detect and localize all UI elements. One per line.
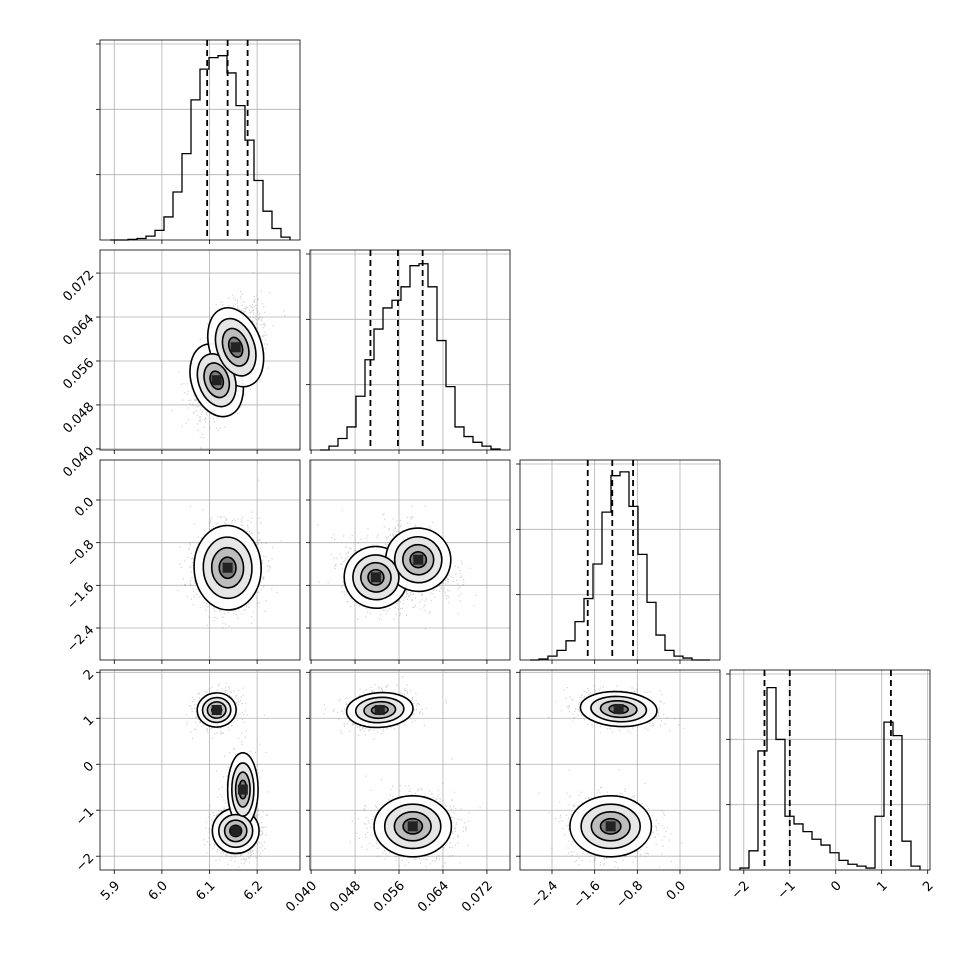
panel-frame bbox=[99, 669, 301, 871]
y-tick-label: 2 bbox=[81, 667, 97, 683]
x-tick-label: −2.4 bbox=[528, 878, 561, 911]
panel-frame bbox=[519, 459, 721, 661]
x-tick-label: 2 bbox=[920, 878, 936, 894]
x-tick-label: 6.1 bbox=[193, 878, 218, 903]
y-tick-label: 0 bbox=[81, 759, 97, 775]
x-tick-label: −0.8 bbox=[613, 878, 646, 911]
histogram-steps bbox=[530, 471, 710, 661]
x-tick-label: 0.040 bbox=[283, 878, 320, 915]
panel-frame bbox=[309, 669, 511, 871]
y-tick-label: −1 bbox=[73, 805, 97, 829]
panel-frame bbox=[99, 249, 301, 451]
scatter-panel-0-3 bbox=[96, 669, 301, 874]
y-tick-label: −2 bbox=[73, 851, 97, 875]
panel-frame bbox=[309, 249, 511, 451]
histogram-panel-2 bbox=[516, 459, 721, 664]
density-peak bbox=[374, 705, 385, 715]
histogram-panel-1 bbox=[306, 249, 511, 454]
x-tick-label: 5.9 bbox=[98, 878, 123, 903]
y-tick-label: −2.4 bbox=[64, 623, 97, 656]
x-tick-label: 0 bbox=[828, 878, 844, 894]
x-tick-label: −1 bbox=[775, 878, 799, 902]
y-tick-label: 0.064 bbox=[60, 312, 97, 349]
x-tick-label: 1 bbox=[874, 878, 890, 894]
histogram-panel-0 bbox=[96, 39, 301, 244]
x-tick-label: 6.0 bbox=[146, 878, 171, 903]
density-peak bbox=[407, 821, 418, 832]
x-tick-label: 0.048 bbox=[327, 878, 364, 915]
scatter-panel-0-2 bbox=[96, 459, 301, 664]
density-peak bbox=[230, 825, 241, 836]
x-tick-label: 0.064 bbox=[415, 878, 452, 915]
density-peak bbox=[211, 705, 222, 715]
y-tick-label: 0.056 bbox=[60, 356, 97, 393]
y-tick-label: 1 bbox=[81, 713, 97, 729]
histogram-steps bbox=[739, 686, 921, 870]
histogram-steps bbox=[110, 55, 291, 241]
x-tick-label: 0.0 bbox=[664, 878, 689, 903]
scatter-panel-0-1 bbox=[96, 249, 301, 454]
scatter-panel-2-3 bbox=[516, 669, 721, 874]
x-tick-label: 6.2 bbox=[241, 878, 266, 903]
x-tick-label: −2 bbox=[729, 878, 753, 902]
x-tick-label: 0.056 bbox=[371, 878, 408, 915]
y-tick-label: −0.8 bbox=[64, 537, 97, 570]
y-tick-label: 0.040 bbox=[60, 444, 97, 481]
histogram-panel-3 bbox=[726, 669, 931, 874]
density-peak bbox=[230, 342, 241, 353]
y-tick-label: −1.6 bbox=[64, 580, 97, 613]
density-peak bbox=[222, 562, 233, 573]
y-tick-label: 0.0 bbox=[72, 495, 97, 520]
panel-frame bbox=[729, 669, 931, 871]
density-peak bbox=[605, 821, 616, 832]
density-peak bbox=[211, 375, 222, 386]
y-tick-label: 0.072 bbox=[60, 268, 97, 305]
density-peak bbox=[613, 704, 624, 715]
y-tick-label: 0.048 bbox=[60, 400, 97, 437]
density-peak bbox=[413, 554, 424, 565]
panel-frame bbox=[99, 39, 301, 241]
density-peak bbox=[237, 784, 248, 795]
panel-frame bbox=[309, 459, 511, 661]
scatter-panel-1-3 bbox=[306, 669, 511, 874]
density-peak bbox=[370, 572, 381, 583]
panel-frame bbox=[99, 459, 301, 661]
x-tick-label: 0.072 bbox=[459, 878, 496, 915]
panel-frame bbox=[519, 669, 721, 871]
scatter-panel-1-2 bbox=[306, 459, 511, 664]
histogram-steps bbox=[320, 263, 501, 451]
x-tick-label: −1.6 bbox=[571, 878, 604, 911]
